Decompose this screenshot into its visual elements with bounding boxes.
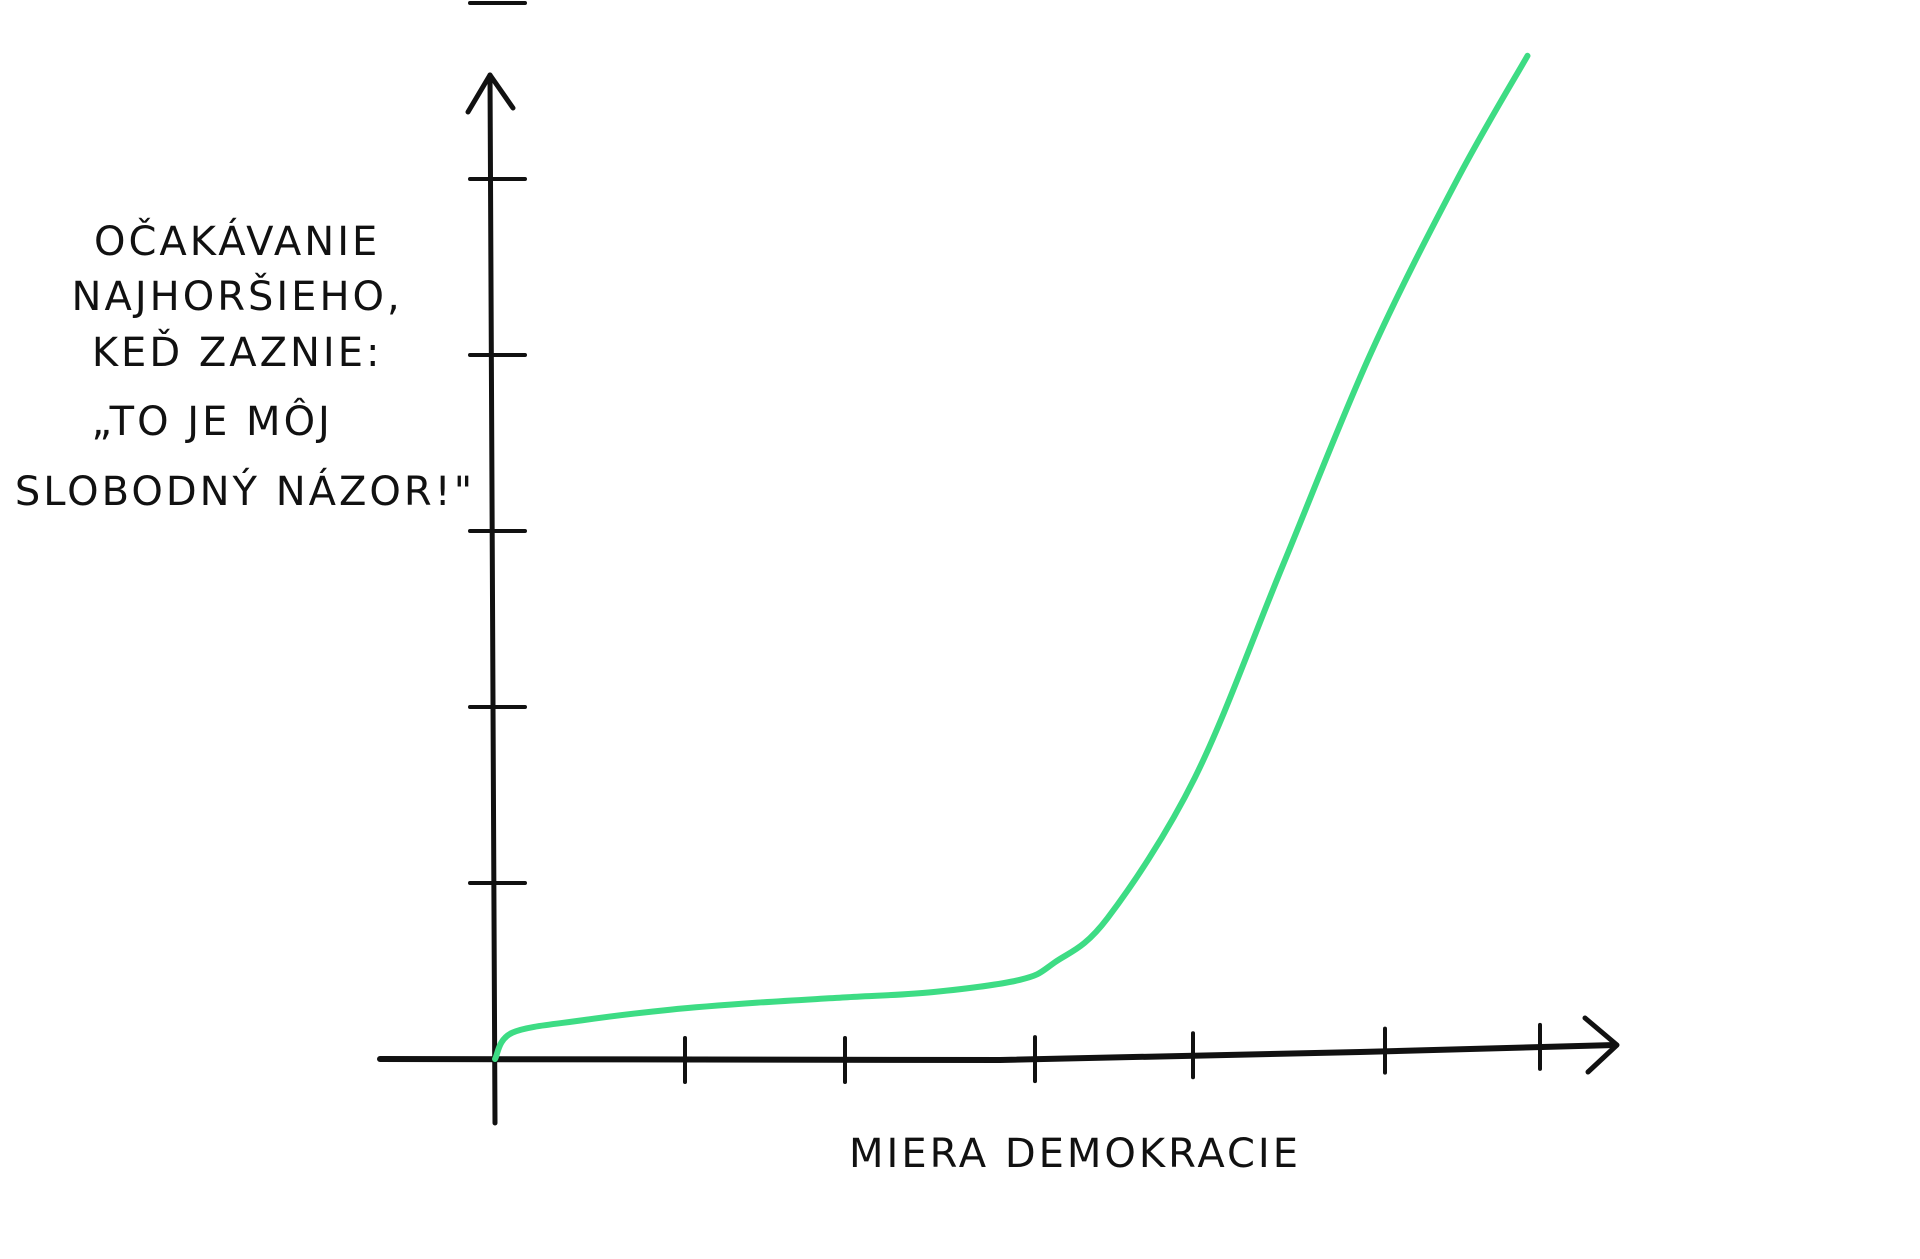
y-tick-group: [468, 1, 527, 885]
x-axis-line: [377, 1042, 1618, 1064]
x-axis-label: MIERA DEMOKRACIE: [849, 1131, 1301, 1177]
y-label-line-1: OČAKÁVANIE: [94, 217, 380, 265]
series-line-1: [492, 52, 1531, 1062]
series-group: [492, 52, 1531, 1062]
x-tick-group: [683, 1022, 1542, 1084]
y-axis-arrowhead: [465, 72, 516, 115]
y-label-line-5: SLOBODNÝ NÁZOR!": [15, 467, 475, 515]
y-label-line-2: NAJHORŠIEHO,: [72, 272, 403, 320]
y-axis-line: [487, 72, 498, 1126]
y-label-line-3: KEĎ ZAZNIE:: [92, 328, 383, 376]
y-axis-label: OČAKÁVANIE NAJHORŠIEHO, KEĎ ZAZNIE: „TO …: [15, 217, 475, 515]
x-axis-arrowhead: [1582, 1015, 1620, 1075]
y-label-line-4: „TO JE MÔJ: [91, 397, 332, 445]
